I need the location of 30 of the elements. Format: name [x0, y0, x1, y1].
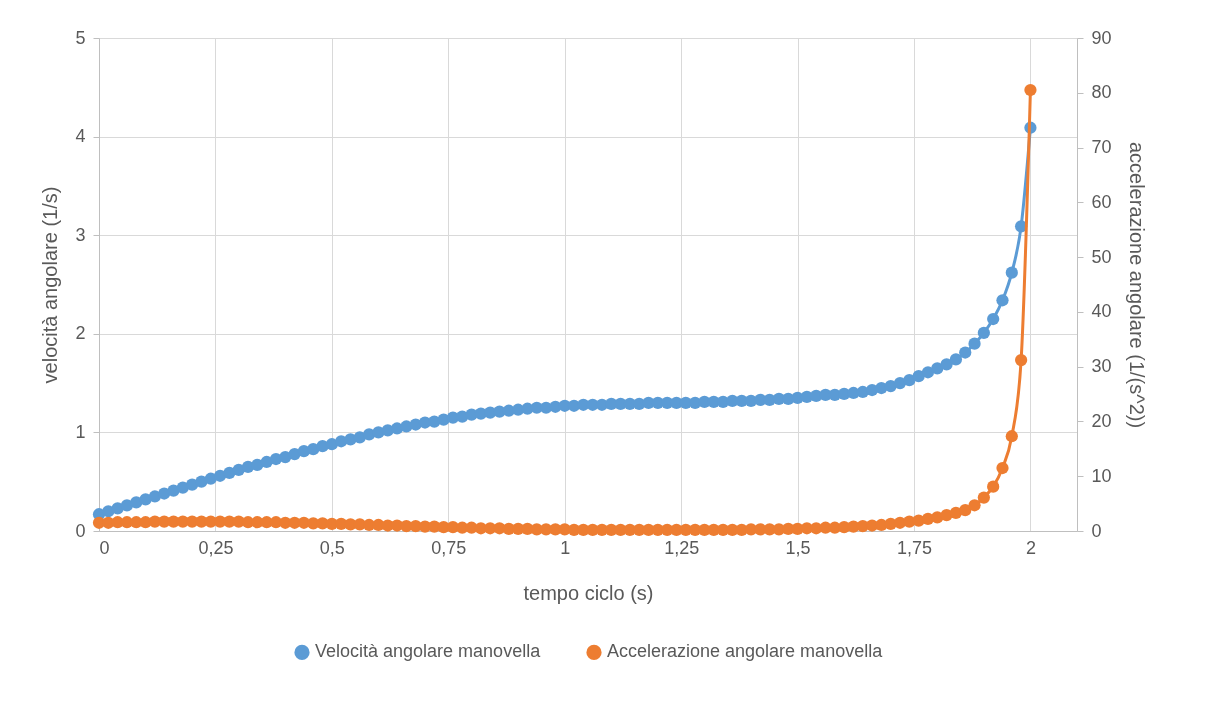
x-tick-label: 1,5	[785, 537, 811, 558]
y2-tick-label: 50	[1091, 246, 1112, 267]
y-tick-label: 2	[75, 323, 86, 344]
y-tick-label: 5	[75, 27, 86, 48]
x-axis-title: tempo ciclo (s)	[523, 581, 654, 604]
y2-tick-label: 30	[1091, 356, 1112, 377]
x-tick-label: 1	[560, 537, 571, 558]
x-tick-label: 0,25	[198, 537, 234, 558]
legend-label: Accelerazione angolare manovella	[607, 641, 884, 662]
x-tick-label: 1,25	[664, 537, 700, 558]
x-tick-label: 0	[99, 537, 110, 558]
x-tick-label: 2	[1025, 537, 1036, 558]
y2-tick-label: 60	[1091, 191, 1112, 212]
y2-axis-title: accelerazione angolare (1/(s^2))	[1125, 141, 1148, 429]
y-tick-label: 0	[75, 520, 86, 541]
y2-tick-label: 40	[1091, 301, 1112, 322]
y2-tick-label: 70	[1091, 137, 1112, 158]
y-axis-title: velocità angolare (1/s)	[39, 186, 62, 384]
x-tick-label: 1,75	[896, 537, 933, 558]
y2-tick-label: 80	[1091, 82, 1112, 103]
y-tick-label: 3	[75, 224, 86, 245]
y2-tick-label: 0	[1091, 520, 1102, 541]
y2-tick-label: 90	[1091, 27, 1112, 48]
legend-label: Velocità angolare manovella	[315, 641, 542, 662]
x-tick-label: 0,5	[319, 537, 345, 558]
x-tick-label: 0,75	[431, 537, 467, 558]
y-tick-label: 1	[75, 421, 86, 442]
y2-tick-label: 10	[1091, 465, 1112, 486]
y2-tick-label: 20	[1091, 410, 1112, 431]
y-tick-label: 4	[75, 126, 86, 147]
